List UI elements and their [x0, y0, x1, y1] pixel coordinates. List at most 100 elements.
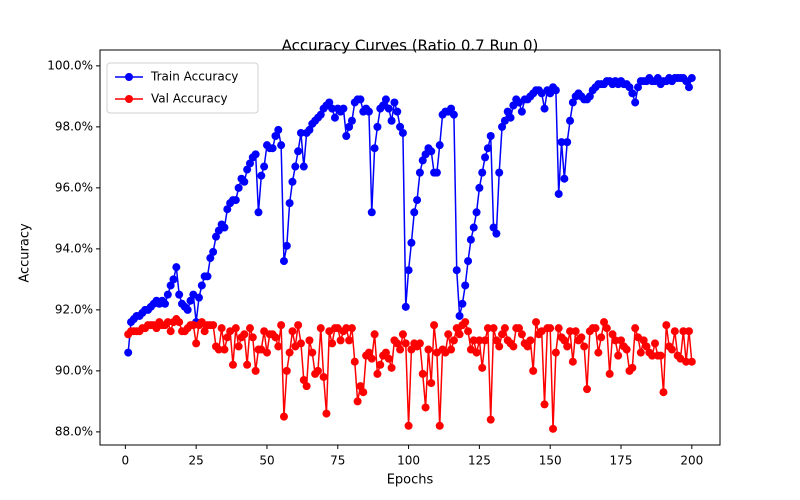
point — [670, 327, 679, 336]
point — [560, 336, 569, 345]
point — [398, 330, 407, 339]
point — [568, 357, 577, 366]
point — [563, 138, 572, 147]
y-tick-label: 98.0% — [55, 119, 93, 133]
point — [549, 424, 558, 433]
point — [614, 351, 623, 360]
point — [353, 397, 362, 406]
point — [639, 336, 648, 345]
point — [166, 327, 175, 336]
x-tick-label: 50 — [259, 454, 274, 468]
point — [489, 324, 498, 333]
point — [684, 327, 693, 336]
point — [625, 83, 634, 92]
point — [274, 342, 283, 351]
point — [631, 324, 640, 333]
point — [418, 369, 427, 378]
point — [211, 232, 220, 241]
point — [322, 409, 331, 418]
point — [345, 336, 354, 345]
y-tick-label: 90.0% — [55, 363, 93, 377]
point — [163, 318, 172, 327]
point — [279, 257, 288, 266]
point — [430, 321, 439, 330]
point — [294, 147, 303, 156]
point — [381, 95, 390, 104]
point — [192, 339, 201, 348]
point — [634, 83, 643, 92]
point — [257, 171, 266, 180]
point — [376, 360, 385, 369]
point — [469, 336, 478, 345]
point — [475, 183, 484, 192]
point — [435, 421, 444, 430]
point — [447, 345, 456, 354]
point — [277, 321, 286, 330]
point — [415, 168, 424, 177]
point — [217, 324, 226, 333]
point — [384, 104, 393, 113]
point — [580, 342, 589, 351]
point — [449, 336, 458, 345]
point — [628, 89, 637, 98]
point — [648, 351, 657, 360]
point — [248, 333, 257, 342]
point — [455, 330, 464, 339]
point — [529, 366, 538, 375]
point — [667, 345, 676, 354]
point — [404, 266, 413, 275]
point — [336, 336, 345, 345]
point — [254, 208, 263, 217]
point — [396, 122, 405, 131]
point — [503, 107, 512, 116]
point — [622, 345, 631, 354]
point — [458, 299, 467, 308]
point — [571, 327, 580, 336]
point — [461, 318, 470, 327]
point — [662, 321, 671, 330]
point — [356, 382, 365, 391]
point — [373, 122, 382, 131]
point — [600, 318, 609, 327]
point — [650, 339, 659, 348]
point — [183, 305, 192, 314]
point — [220, 345, 229, 354]
plot-frame — [99, 49, 721, 446]
point — [350, 357, 359, 366]
point — [682, 357, 691, 366]
point — [483, 144, 492, 153]
point — [234, 342, 243, 351]
point — [432, 168, 441, 177]
y-axis-label: Accuracy — [18, 223, 33, 283]
point — [200, 327, 209, 336]
point — [234, 183, 243, 192]
point — [424, 345, 433, 354]
point — [231, 324, 240, 333]
point — [506, 113, 515, 122]
point — [367, 208, 376, 217]
point — [285, 199, 294, 208]
point — [396, 345, 405, 354]
point — [209, 321, 218, 330]
point — [203, 272, 212, 281]
point — [684, 83, 693, 92]
point — [472, 208, 481, 217]
point — [172, 263, 181, 272]
point — [551, 86, 560, 95]
point — [285, 348, 294, 357]
point — [642, 342, 651, 351]
point — [342, 324, 351, 333]
x-tick-label: 0 — [122, 454, 130, 468]
point — [631, 98, 640, 107]
point — [608, 330, 617, 339]
y-tick-label: 94.0% — [55, 241, 93, 255]
point — [328, 339, 337, 348]
point — [231, 196, 240, 205]
point — [175, 318, 184, 327]
point — [551, 348, 560, 357]
point — [223, 333, 232, 342]
point — [557, 138, 566, 147]
point — [495, 342, 504, 351]
point — [605, 369, 614, 378]
